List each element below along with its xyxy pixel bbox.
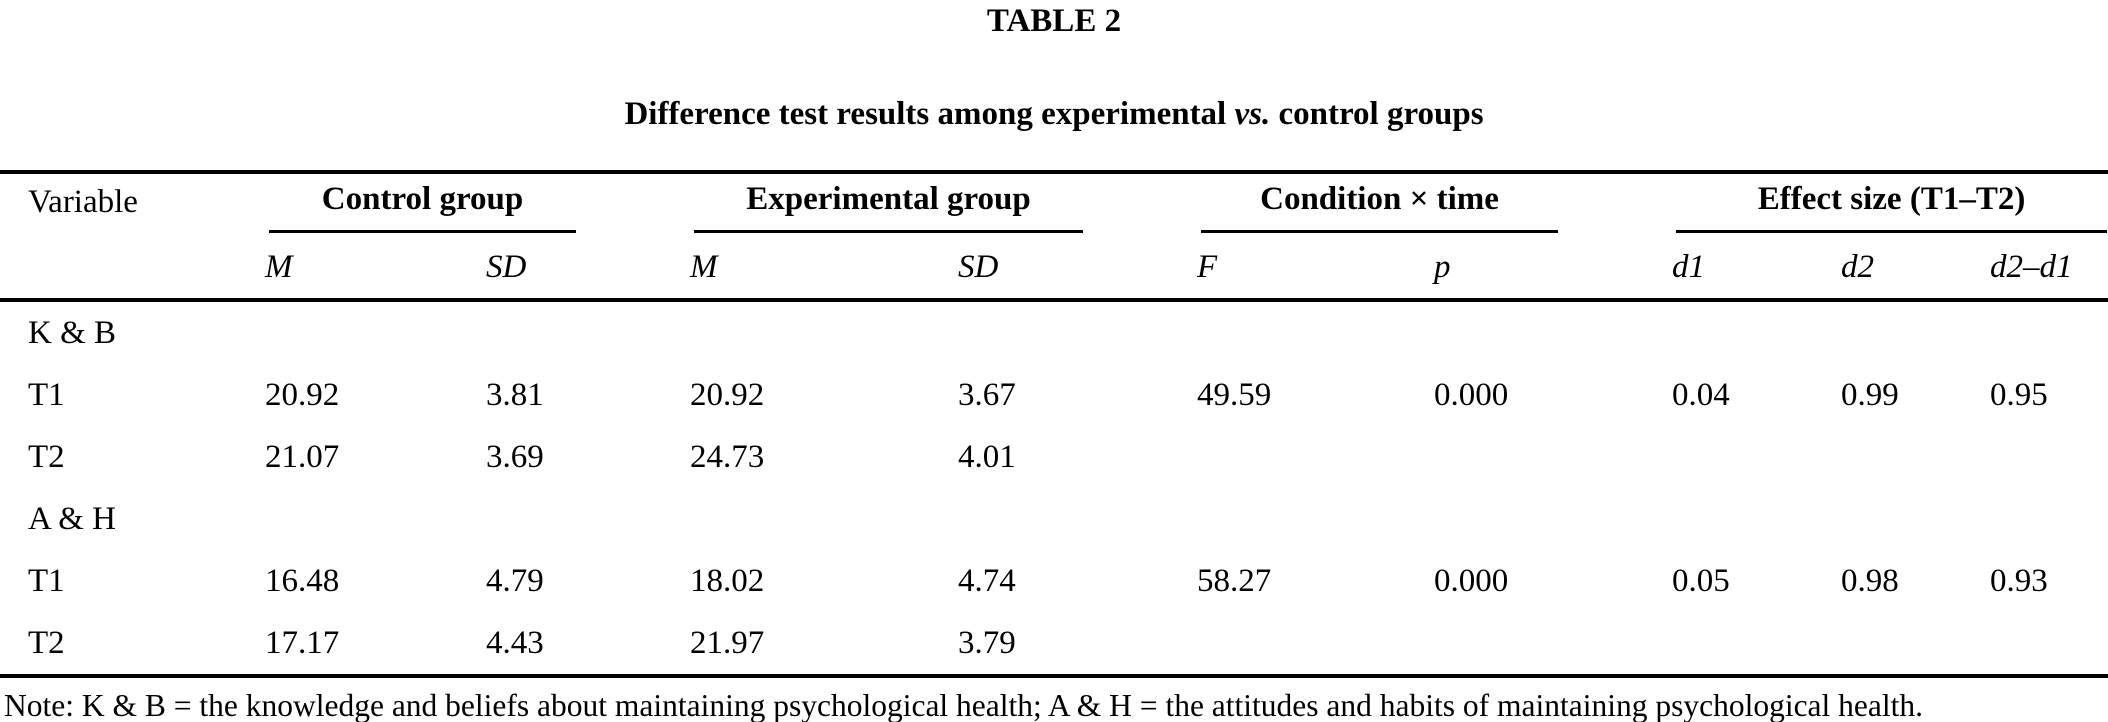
group-header-condition-time-label: Condition × time	[1201, 180, 1559, 233]
cell: 0.04	[1672, 377, 1730, 413]
cell	[945, 300, 1184, 364]
cell	[1421, 426, 1659, 488]
subheader-d2-minus-d1: d2–d1	[1977, 234, 2108, 302]
cell: 4.43	[486, 625, 544, 661]
group-header-experimental: Experimental group	[677, 172, 1184, 234]
cell	[1421, 488, 1659, 550]
cell: 4.74	[958, 563, 1016, 599]
cell	[1977, 426, 2108, 488]
cell: 0.000	[1434, 377, 1509, 413]
cell	[1977, 488, 2108, 550]
cell: 3.67	[958, 377, 1016, 413]
cell	[1659, 426, 1828, 488]
subheader-row: M SD M SD F p d1 d2 d2–d1	[0, 234, 2108, 302]
cell: 0.95	[1990, 377, 2048, 413]
cell: 0.93	[1990, 563, 2048, 599]
subheader-m-experimental: M	[677, 234, 945, 302]
cell	[677, 488, 945, 550]
caption-vs-emphasis: vs.	[1234, 96, 1271, 132]
cell: 0.000	[1434, 563, 1509, 599]
cell: 3.81	[486, 377, 544, 413]
row-label: A & H	[28, 501, 117, 537]
cell	[1184, 612, 1421, 676]
cell: 16.48	[265, 563, 340, 599]
cell	[473, 300, 677, 364]
cell	[1421, 300, 1659, 364]
cell: 20.92	[265, 377, 340, 413]
subheader-f: F	[1184, 234, 1422, 302]
table-note: Note: K & B = the knowledge and beliefs …	[4, 688, 1924, 722]
cell	[1184, 488, 1421, 550]
cell: 0.05	[1672, 563, 1730, 599]
cell	[1659, 488, 1828, 550]
cell: 0.99	[1841, 377, 1899, 413]
row-label: T1	[28, 563, 65, 599]
table-caption: Difference test results among experiment…	[0, 94, 2108, 134]
table-row-kb-section: K & B	[0, 300, 2108, 364]
cell: 4.79	[486, 563, 544, 599]
caption-prefix: Difference test results among experiment…	[624, 96, 1227, 132]
group-header-effect-size-label: Effect size (T1–T2)	[1676, 180, 2108, 233]
caption-suffix: control groups	[1278, 96, 1484, 132]
cell: 20.92	[690, 377, 765, 413]
cell	[1659, 612, 1828, 676]
cell	[473, 488, 677, 550]
row-label: T2	[28, 439, 65, 475]
cell	[1977, 300, 2108, 364]
cell: 21.07	[265, 439, 340, 475]
cell	[1828, 488, 1977, 550]
table-row-kb-t2: T2 21.07 3.69 24.73 4.01	[0, 426, 2108, 488]
cell	[1828, 300, 1977, 364]
group-header-control: Control group	[252, 172, 677, 234]
subheader-d2: d2	[1828, 234, 1978, 302]
subheader-m-control: M	[252, 234, 473, 302]
cell: 0.98	[1841, 563, 1899, 599]
subheader-sd-experimental: SD	[945, 234, 1185, 302]
cell: 49.59	[1197, 377, 1272, 413]
group-header-effect-size: Effect size (T1–T2)	[1659, 172, 2108, 234]
cell	[1659, 300, 1828, 364]
cell	[1421, 612, 1659, 676]
cell	[1184, 300, 1421, 364]
cell: 3.79	[958, 625, 1016, 661]
table-row-ah-section: A & H	[0, 488, 2108, 550]
table-label: TABLE 2	[986, 3, 1122, 39]
group-header-row: Variable Control group Experimental grou…	[0, 172, 2108, 302]
cell	[1977, 612, 2108, 676]
cell	[1828, 426, 1977, 488]
row-label: K & B	[28, 315, 117, 351]
cell	[252, 488, 473, 550]
cell: 58.27	[1197, 563, 1272, 599]
subheader-p: p	[1421, 234, 1660, 302]
cell: 21.97	[690, 625, 765, 661]
row-label: T2	[28, 625, 65, 661]
table-row-ah-t2: T2 17.17 4.43 21.97 3.79	[0, 612, 2108, 676]
subheader-sd-control: SD	[473, 234, 677, 302]
cell	[945, 488, 1184, 550]
row-label: T1	[28, 377, 65, 413]
subheader-d1: d1	[1659, 234, 1829, 302]
cell: 24.73	[690, 439, 765, 475]
table-row-ah-t1: T1 16.48 4.79 18.02 4.74 58.27 0.000 0.0…	[0, 550, 2108, 612]
group-header-experimental-label: Experimental group	[694, 180, 1084, 233]
cell	[252, 300, 473, 364]
cell	[677, 300, 945, 364]
cell: 4.01	[958, 439, 1016, 475]
cell: 17.17	[265, 625, 340, 661]
group-header-control-label: Control group	[269, 180, 576, 233]
cell: 3.69	[486, 439, 544, 475]
results-table: Variable Control group Experimental grou…	[0, 170, 2108, 678]
table-row-kb-t1: T1 20.92 3.81 20.92 3.67 49.59 0.000 0.0…	[0, 364, 2108, 426]
variable-column-header: Variable	[0, 172, 252, 302]
cell	[1828, 612, 1977, 676]
group-header-condition-time: Condition × time	[1184, 172, 1659, 234]
cell: 18.02	[690, 563, 765, 599]
cell	[1184, 426, 1421, 488]
